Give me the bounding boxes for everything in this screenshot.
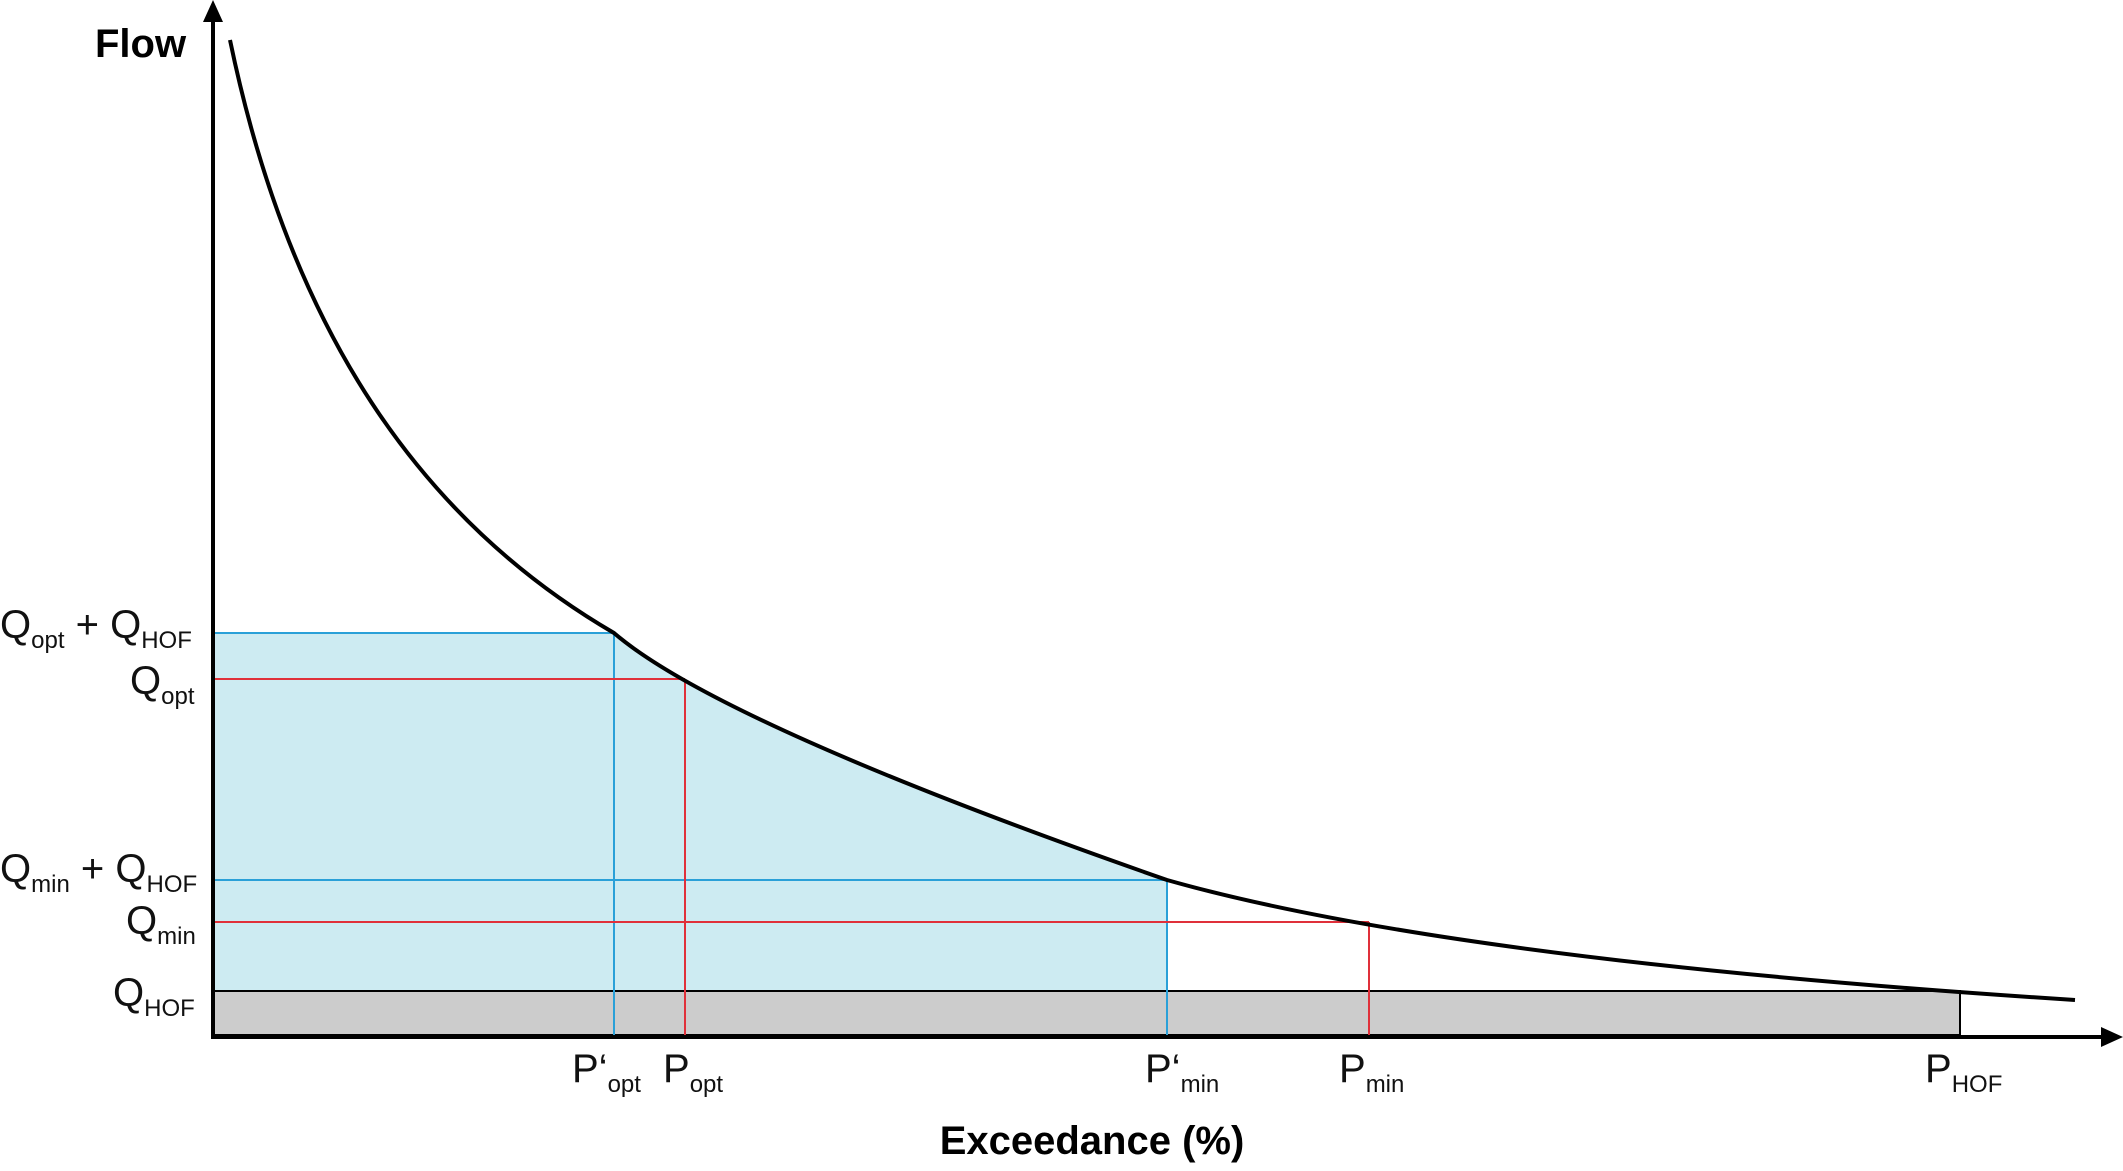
y-axis-arrow [203, 0, 223, 22]
x-axis-title: Exceedance (%) [940, 1119, 1245, 1163]
x-axis-arrow [2101, 1027, 2123, 1047]
flow-duration-curve [228, 39, 2076, 1002]
y-label-q-hof: QHOF [113, 971, 195, 1022]
x-label-p-hof: PHOF [1925, 1047, 2002, 1098]
x-label-p-opt: Popt [663, 1047, 723, 1098]
blue-guides [213, 632, 1168, 1035]
x-label-p-prime-min: P‘min [1145, 1047, 1219, 1098]
y-label-q-opt-hof: Qopt + QHOF [0, 603, 192, 654]
axes [211, 14, 2108, 1039]
x-label-p-min: Pmin [1339, 1047, 1404, 1098]
y-axis-title: Flow [95, 22, 187, 66]
y-label-q-min-hof: Qmin + QHOF [0, 847, 197, 898]
blue-shaded-area [213, 633, 1167, 991]
x-label-p-prime-opt: P‘opt [572, 1047, 641, 1098]
y-label-q-opt: Qopt [130, 659, 195, 710]
red-guides [213, 678, 1370, 1035]
hof-band [212, 990, 1961, 1036]
y-label-q-min: Qmin [126, 899, 196, 950]
